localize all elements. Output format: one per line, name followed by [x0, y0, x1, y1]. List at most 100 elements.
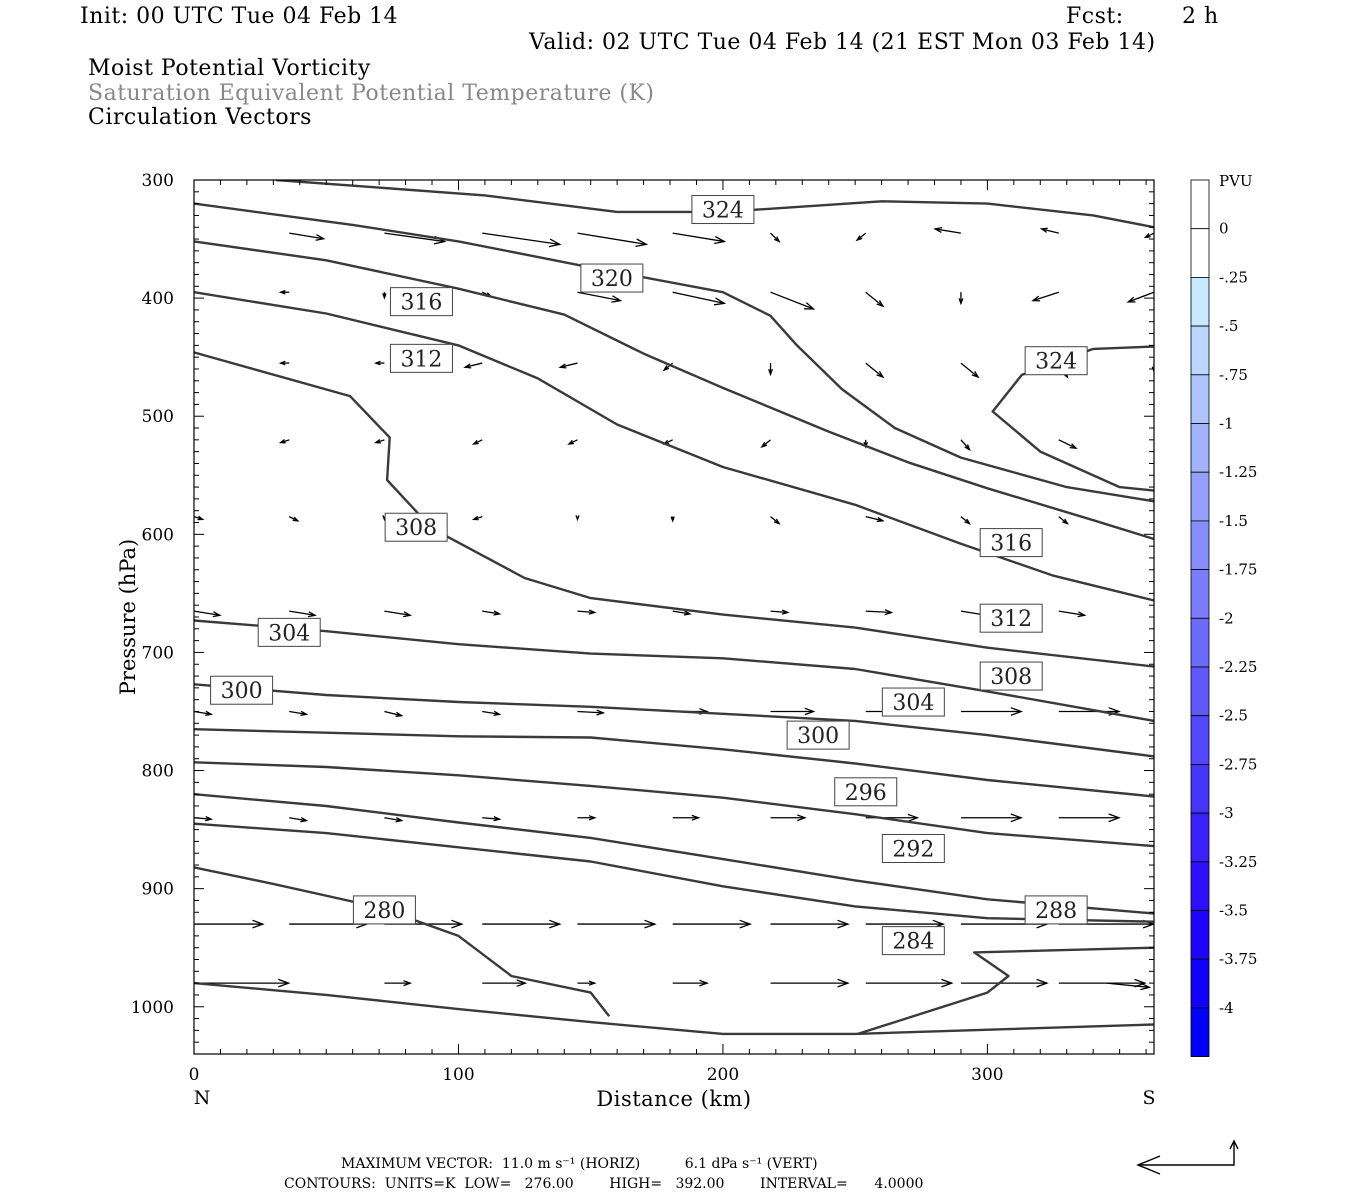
vector-arrowhead [197, 515, 205, 521]
x-tick-label: 200 [707, 1065, 739, 1085]
vector-arrowhead [876, 300, 885, 308]
colorbar-swatch [1190, 1007, 1210, 1058]
contour-label-box [786, 720, 850, 750]
vector-arrowhead [278, 360, 286, 366]
vector-arrowhead [403, 611, 413, 618]
colorbar-level-label: -3.75 [1219, 950, 1257, 968]
contour-label-box [881, 926, 945, 956]
contour-316 [194, 240, 1154, 541]
vector-arrowhead [516, 979, 528, 987]
vector-arrowhead [1010, 813, 1023, 823]
y-tick-label: 400 [142, 289, 174, 309]
contour-label-box [834, 777, 898, 807]
circulation-vector [289, 710, 307, 715]
vector-arrowhead [471, 515, 479, 521]
contour-label-box [384, 512, 448, 542]
field-title-thetaes: Saturation Equivalent Potential Temperat… [88, 81, 655, 106]
contour-label: 300 [797, 724, 839, 749]
contour-label-box [389, 287, 453, 317]
max-vector-caption: MAXIMUM VECTOR: 11.0 m s⁻¹ (HORIZ) 6.1 d… [341, 1156, 818, 1172]
circulation-vector [289, 232, 324, 240]
vector-arrowhead [373, 438, 381, 444]
colorbar-level-label: -4 [1219, 999, 1234, 1017]
contour-label-box [352, 895, 416, 925]
contour-320 [194, 202, 1154, 503]
colorbar-swatch [1190, 471, 1210, 522]
contour-284 [194, 822, 1154, 923]
vector-arrowhead [472, 439, 479, 445]
x-axis-title: Distance (km) [596, 1087, 751, 1111]
colorbar-level-label: -.75 [1219, 366, 1248, 384]
vector-arrowhead [278, 438, 286, 444]
y-tick-label: 600 [142, 525, 174, 545]
circulation-vector [577, 291, 621, 302]
vector-arrowhead [558, 363, 567, 369]
y-tick-label: 900 [142, 880, 174, 900]
x-tick-label: 100 [442, 1065, 474, 1085]
contour-label: 324 [1035, 350, 1077, 375]
contour-324 [991, 345, 1154, 492]
init-time: Init: 00 UTC Tue 04 Feb 14 [80, 4, 399, 29]
colorbar-level-label: -2.25 [1219, 658, 1257, 676]
vector-arrowhead [1031, 295, 1041, 302]
contour-280 [857, 946, 1154, 1036]
colorbar-swatch [1190, 520, 1210, 571]
contour-292 [194, 761, 1154, 848]
vector-arrowhead [713, 297, 727, 306]
vector-arrowhead [933, 226, 943, 233]
vector-arrowhead [252, 919, 265, 929]
vector-arrowhead [588, 815, 597, 821]
contour-label-box [210, 675, 274, 705]
vector-arrowhead [773, 518, 781, 525]
vector-arrowhead [699, 979, 710, 987]
vector-arrowhead [907, 813, 920, 822]
contour-info-caption: CONTOURS: UNITS=K LOW= 276.00 HIGH= 392.… [284, 1176, 924, 1192]
valid-time: Valid: 02 UTC Tue 04 Feb 14 (21 EST Mon … [529, 30, 1156, 55]
colorbar-level-label: -3 [1219, 804, 1234, 822]
vector-arrowhead [876, 370, 885, 379]
colorbar-swatch [1190, 812, 1210, 863]
vector-arrowhead [493, 610, 502, 616]
vector-arrowhead [739, 919, 752, 929]
vector-arrowhead [964, 444, 971, 452]
y-tick-label: 500 [142, 407, 174, 427]
circulation-vector [577, 610, 595, 614]
contour-labels: 324 320 316 312 324 308 316 312 304 308 300 304 300 2… [210, 195, 1088, 956]
contour-label: 304 [268, 621, 310, 646]
reference-vector-arrowhead [1136, 1155, 1161, 1175]
vector-arrowhead [278, 289, 286, 295]
colorbar-level-label: -.5 [1219, 317, 1238, 335]
vector-arrowhead [1077, 611, 1087, 618]
circulation-vector [1058, 610, 1085, 616]
colorbar-level-label: 0 [1219, 220, 1229, 238]
x-end-label-north: N [194, 1087, 211, 1109]
vector-arrowhead [760, 441, 768, 448]
contour-label-box [881, 833, 945, 863]
vector-arrowhead [567, 439, 575, 445]
vector-arrowhead [884, 609, 894, 616]
contour-label: 324 [702, 199, 744, 224]
vector-arrowhead [1036, 978, 1049, 988]
vector-arrowhead [691, 814, 701, 821]
forecast-hours: 2 h [1182, 4, 1219, 29]
vector-arrowhead [575, 515, 580, 522]
pv-colorbar: PVU 0 -.25 -.5 -.75 -1 -1.25 -1.5 -1.75 -2 -2.25 -2… [1190, 172, 1257, 1058]
contour-label-box [979, 603, 1043, 633]
vector-arrowhead [837, 978, 850, 988]
y-tick-label: 700 [142, 643, 174, 663]
vector-arrowhead [403, 980, 413, 987]
contour-label-box [691, 195, 755, 225]
vector-arrowhead [451, 919, 464, 929]
circulation-vector [1058, 439, 1077, 449]
y-tick-label: 300 [142, 171, 174, 191]
circulation-vector [672, 291, 725, 305]
circulation-vector [482, 610, 500, 615]
vector-arrowhead [292, 516, 300, 522]
contour-label: 312 [400, 347, 442, 372]
circulation-vector [464, 362, 483, 368]
vector-arrowhead [373, 360, 381, 366]
contour-label-box [881, 687, 945, 717]
vector-arrowhead [315, 234, 326, 241]
contour-label-box [257, 617, 321, 647]
